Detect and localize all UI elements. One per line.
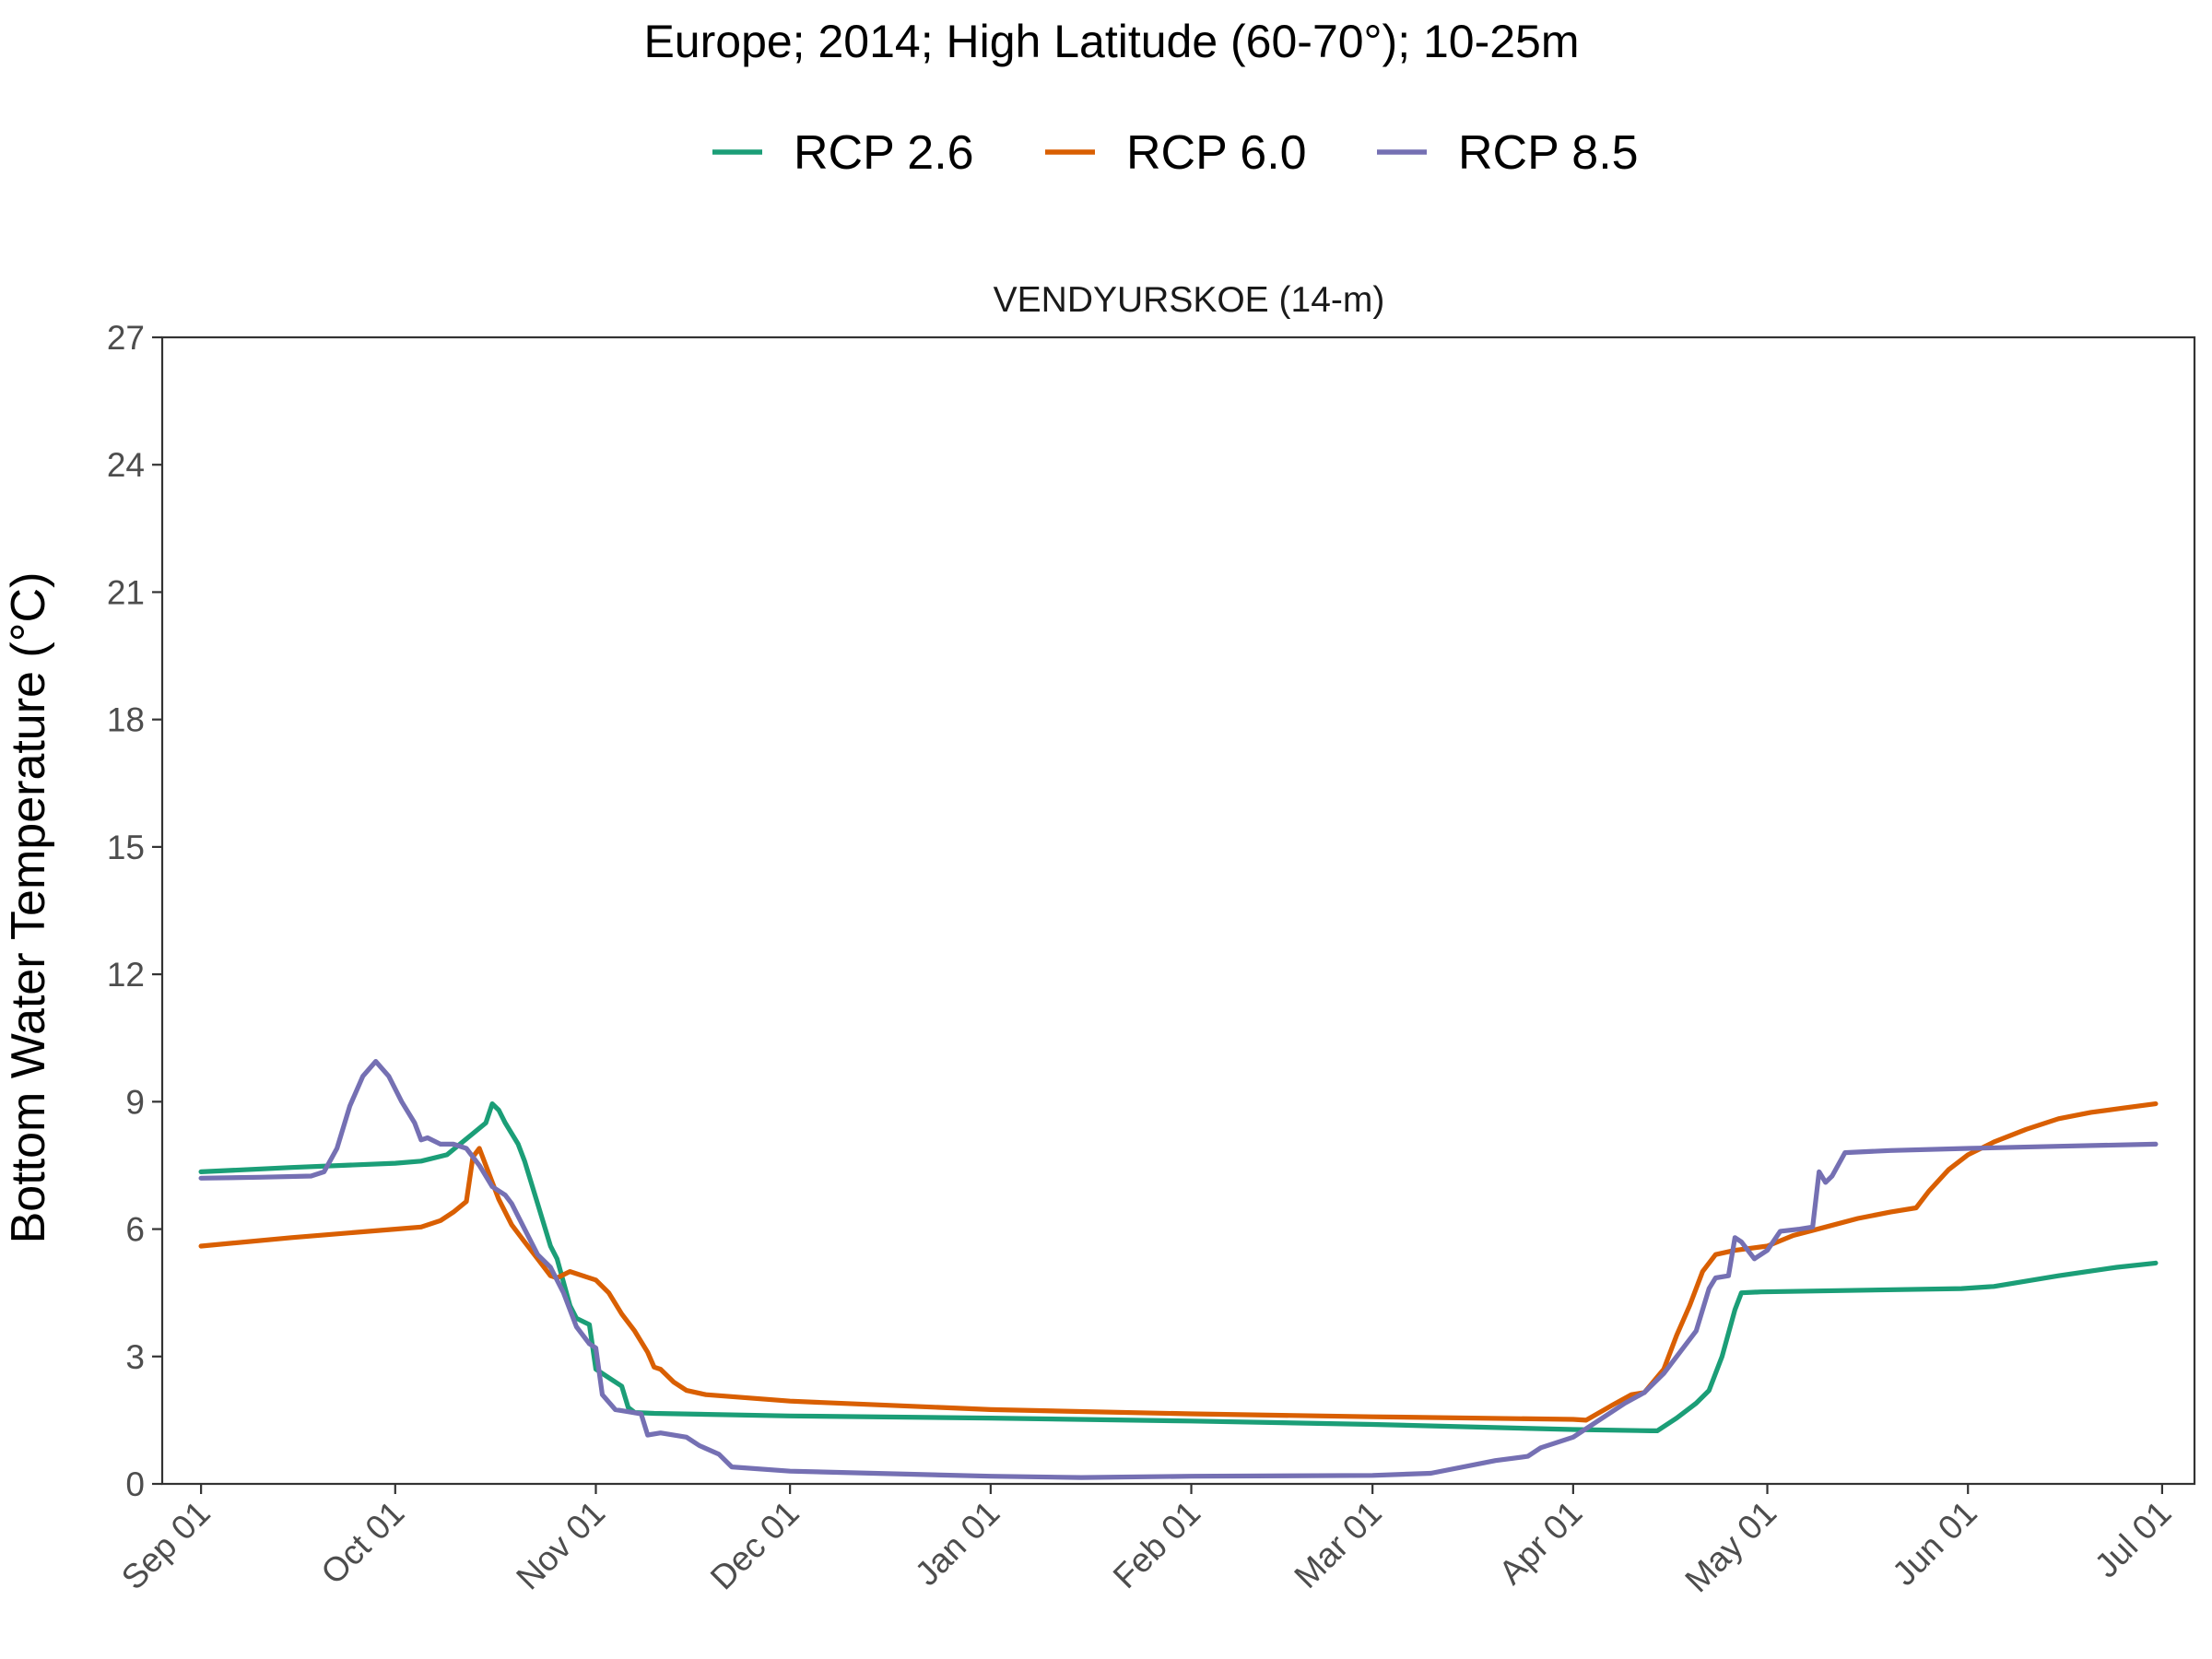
- chart-title: Europe; 2014; High Latitude (60-70°); 10…: [643, 16, 1579, 67]
- y-tick-label: 15: [107, 829, 145, 866]
- panel-border: [160, 335, 2196, 1486]
- legend-label-rcp-6-0: RCP 6.0: [1126, 126, 1307, 180]
- y-tick-label: 18: [107, 701, 145, 739]
- y-tick-label: 27: [107, 319, 145, 357]
- legend: RCP 2.6 RCP 6.0 RCP 8.5: [712, 126, 1639, 180]
- series-line-rcp-2-6: [198, 1101, 2159, 1433]
- y-axis-label: Bottom Water Temperature (°C): [2, 572, 55, 1244]
- series-line-rcp-8-5: [198, 1059, 2159, 1480]
- y-tick-label: 21: [107, 573, 145, 611]
- y-tick-label: 6: [125, 1211, 145, 1249]
- y-tick-label: 0: [125, 1465, 145, 1503]
- legend-label-rcp-2-6: RCP 2.6: [794, 126, 974, 180]
- y-tick-label: 12: [107, 956, 145, 994]
- y-tick-label: 24: [107, 446, 145, 484]
- legend-label-rcp-8-5: RCP 8.5: [1458, 126, 1639, 180]
- panel-title: VENDYURSKOE (14-m): [994, 280, 1385, 320]
- y-tick-label: 3: [125, 1338, 145, 1376]
- y-tick-label: 9: [125, 1083, 145, 1121]
- plot-lines: [198, 1059, 2159, 1480]
